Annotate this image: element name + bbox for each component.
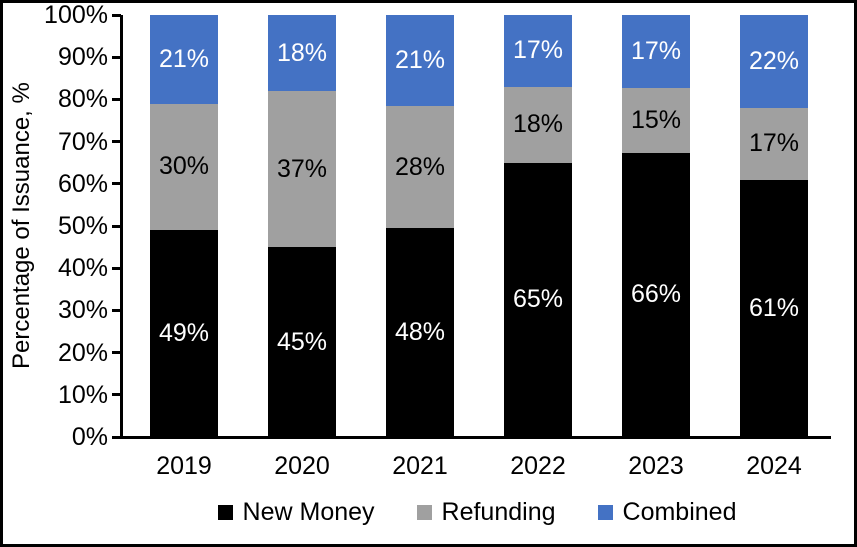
y-tick-label: 100%	[44, 1, 108, 29]
bar-2022: 65% 18% 17%	[504, 15, 572, 437]
data-label: 18%	[512, 110, 564, 139]
segment-refunding: 30%	[150, 103, 218, 231]
segment-combined: 21%	[150, 15, 218, 104]
segment-refunding: 17%	[740, 107, 808, 180]
legend: New Money Refunding Combined	[123, 495, 831, 529]
data-label: 28%	[394, 152, 446, 181]
data-label: 65%	[512, 285, 564, 314]
y-tick-mark	[112, 309, 121, 312]
segment-refunding: 15%	[622, 88, 690, 153]
legend-label: Refunding	[441, 497, 556, 526]
y-tick-mark	[112, 393, 121, 396]
data-label: 21%	[394, 46, 446, 75]
legend-item-refunding: Refunding	[416, 497, 556, 527]
y-tick-label: 0%	[71, 423, 108, 451]
x-axis-line	[120, 436, 831, 439]
bar-2021: 48% 28% 21%	[386, 15, 454, 437]
segment-refunding: 28%	[386, 106, 454, 229]
segment-new-money: 45%	[268, 247, 336, 437]
y-tick-label: 80%	[57, 85, 108, 114]
data-label: 15%	[630, 106, 682, 134]
data-label: 17%	[630, 37, 682, 66]
y-tick-mark	[112, 267, 121, 270]
segment-combined: 17%	[622, 15, 690, 89]
y-tick-mark	[112, 14, 121, 17]
segment-combined: 22%	[740, 15, 808, 108]
data-label: 48%	[394, 318, 446, 347]
y-tick-label: 90%	[57, 43, 108, 72]
x-tick-label: 2023	[628, 452, 684, 480]
segment-refunding: 37%	[268, 90, 336, 248]
y-tick-mark	[112, 225, 121, 228]
y-tick-label: 50%	[57, 212, 108, 240]
data-label: 17%	[512, 36, 564, 65]
y-tick-mark	[112, 351, 121, 354]
data-label: 18%	[276, 38, 328, 67]
y-tick-label: 10%	[57, 380, 108, 409]
data-label: 49%	[158, 319, 210, 348]
data-label: 21%	[158, 44, 210, 73]
data-label: 22%	[748, 46, 800, 75]
data-label: 17%	[748, 129, 800, 158]
data-label: 66%	[630, 280, 682, 309]
segment-new-money: 61%	[740, 179, 808, 437]
legend-swatch-icon	[217, 504, 233, 520]
x-tick-label: 2019	[156, 452, 212, 480]
y-tick-label: 30%	[57, 296, 108, 325]
bar-2024: 61% 17% 22%	[740, 15, 808, 437]
data-label: 45%	[276, 327, 328, 356]
y-tick-label: 70%	[57, 127, 108, 156]
segment-combined: 17%	[504, 15, 572, 87]
segment-refunding: 18%	[504, 86, 572, 163]
legend-swatch-icon	[416, 504, 432, 520]
segment-new-money: 48%	[386, 228, 454, 437]
legend-item-new-money: New Money	[217, 497, 375, 527]
y-axis-line	[120, 15, 123, 439]
y-tick-label: 40%	[57, 254, 108, 283]
segment-new-money: 66%	[622, 152, 690, 437]
y-tick-mark	[112, 56, 121, 59]
bar-2023: 66% 15% 17%	[622, 15, 690, 437]
segment-new-money: 65%	[504, 162, 572, 437]
segment-new-money: 49%	[150, 230, 218, 437]
legend-item-combined: Combined	[597, 497, 737, 527]
data-label: 30%	[158, 152, 210, 181]
y-tick-label: 60%	[57, 169, 108, 198]
x-tick-label: 2021	[392, 452, 448, 480]
segment-combined: 18%	[268, 15, 336, 91]
y-tick-mark	[112, 140, 121, 143]
bar-2019: 49% 30% 21%	[150, 15, 218, 437]
x-tick-label: 2022	[510, 452, 566, 480]
legend-label: Combined	[622, 497, 737, 526]
segment-combined: 21%	[386, 15, 454, 107]
y-tick-mark	[112, 98, 121, 101]
legend-swatch-icon	[597, 504, 613, 520]
x-tick-label: 2024	[746, 452, 802, 480]
legend-label: New Money	[242, 497, 375, 526]
data-label: 37%	[276, 154, 328, 183]
y-tick-mark	[112, 436, 121, 439]
bar-2020: 45% 37% 18%	[268, 15, 336, 437]
y-tick-mark	[112, 182, 121, 185]
data-label: 61%	[748, 293, 800, 322]
x-tick-label: 2020	[274, 452, 330, 480]
y-tick-label: 20%	[57, 338, 108, 367]
